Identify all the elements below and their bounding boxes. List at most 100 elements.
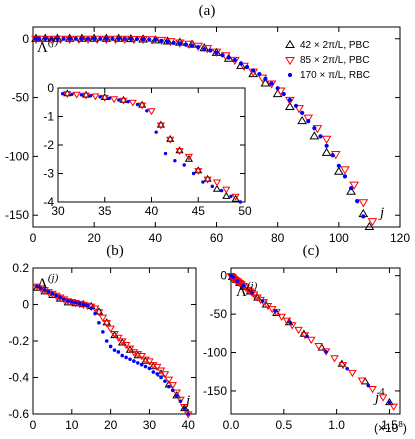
data-point bbox=[196, 44, 201, 50]
data-point bbox=[128, 357, 132, 362]
x-tick-label: 40 bbox=[149, 231, 163, 245]
data-point bbox=[333, 166, 344, 175]
data-point bbox=[156, 120, 165, 128]
data-point bbox=[152, 363, 162, 372]
data-point bbox=[81, 92, 91, 100]
data-point bbox=[166, 136, 175, 144]
data-point bbox=[219, 188, 224, 193]
data-point bbox=[183, 411, 193, 419]
data-point bbox=[51, 292, 61, 300]
data-point bbox=[212, 184, 222, 192]
data-point bbox=[208, 48, 213, 53]
data-point bbox=[101, 330, 105, 334]
data-point bbox=[180, 404, 189, 412]
data-point bbox=[260, 78, 271, 87]
data-point bbox=[305, 334, 309, 339]
data-point bbox=[275, 87, 286, 96]
data-point bbox=[229, 56, 240, 66]
data-point bbox=[183, 42, 189, 47]
data-point bbox=[355, 199, 360, 204]
plot-frame bbox=[230, 267, 401, 415]
y-tick-label: 0 bbox=[22, 298, 29, 312]
data-point bbox=[241, 283, 246, 288]
data-point bbox=[338, 362, 348, 370]
y-tick-label: 0 bbox=[220, 269, 227, 283]
x-tick-label: 20 bbox=[104, 418, 118, 432]
y-tick-label: -100 bbox=[203, 346, 227, 360]
data-point bbox=[62, 297, 66, 301]
data-point bbox=[154, 130, 158, 134]
data-point bbox=[357, 377, 367, 385]
data-point bbox=[55, 294, 65, 302]
legend-label: 42 × 2π/L, PBC bbox=[300, 40, 369, 51]
data-point bbox=[277, 313, 286, 321]
data-point bbox=[300, 110, 305, 115]
y-tick-label: -150 bbox=[203, 384, 227, 398]
data-point bbox=[119, 95, 128, 103]
data-point bbox=[314, 342, 323, 351]
data-point bbox=[235, 279, 240, 283]
y-tick-label: -4 bbox=[43, 195, 54, 209]
data-point bbox=[297, 115, 308, 125]
x-tick-label: 35 bbox=[98, 204, 112, 218]
panel-a-label: (a) bbox=[199, 3, 216, 19]
plot-frame bbox=[32, 267, 197, 415]
data-point bbox=[110, 331, 119, 339]
panel-c-x-multiplier: (×108) bbox=[374, 420, 407, 435]
data-point bbox=[285, 101, 295, 111]
panel-b-ylabel: Λ(j) bbox=[37, 272, 59, 292]
data-point bbox=[145, 358, 154, 366]
data-point bbox=[281, 91, 286, 97]
data-point bbox=[46, 289, 51, 294]
data-point bbox=[89, 33, 100, 42]
data-point bbox=[203, 176, 212, 184]
data-point bbox=[238, 61, 244, 66]
data-point bbox=[163, 151, 168, 156]
panel-a-inset-plot: 30 35 40 45 50 0 -1 -2 -3 -4 bbox=[43, 81, 252, 218]
data-point bbox=[176, 396, 185, 404]
data-point bbox=[143, 364, 148, 369]
data-point bbox=[239, 283, 248, 291]
data-point bbox=[98, 314, 108, 322]
data-point bbox=[288, 320, 292, 325]
data-point bbox=[128, 99, 137, 107]
data-point bbox=[342, 174, 348, 179]
data-point bbox=[110, 36, 115, 41]
data-point bbox=[107, 96, 112, 100]
data-point bbox=[156, 122, 165, 130]
x-tick-label: 1.5 bbox=[381, 418, 398, 432]
data-point bbox=[263, 76, 268, 81]
data-point bbox=[340, 166, 350, 175]
data-point bbox=[247, 289, 257, 298]
data-point bbox=[147, 37, 152, 42]
data-point bbox=[32, 283, 42, 291]
data-point bbox=[231, 194, 240, 202]
data-point bbox=[64, 33, 75, 42]
data-point bbox=[128, 36, 133, 41]
svg-text:j4: j4 bbox=[373, 386, 385, 406]
data-point bbox=[85, 36, 91, 41]
data-point bbox=[345, 366, 349, 371]
data-point bbox=[59, 296, 69, 304]
data-point bbox=[50, 291, 55, 296]
data-point bbox=[175, 148, 184, 156]
data-point bbox=[378, 394, 388, 402]
data-point bbox=[174, 393, 179, 398]
data-point bbox=[73, 300, 78, 305]
data-point bbox=[126, 99, 130, 104]
data-point bbox=[86, 303, 96, 311]
data-point bbox=[55, 36, 60, 41]
data-point bbox=[162, 36, 173, 45]
data-point bbox=[151, 370, 156, 374]
data-point bbox=[348, 186, 354, 191]
data-point bbox=[134, 36, 140, 42]
data-point bbox=[40, 287, 49, 295]
data-point bbox=[306, 119, 311, 124]
data-point bbox=[182, 163, 186, 167]
data-point bbox=[266, 80, 277, 89]
data-point bbox=[229, 194, 233, 198]
y-tick-label: -50 bbox=[12, 91, 30, 105]
data-point bbox=[318, 134, 323, 139]
data-point bbox=[101, 35, 112, 44]
